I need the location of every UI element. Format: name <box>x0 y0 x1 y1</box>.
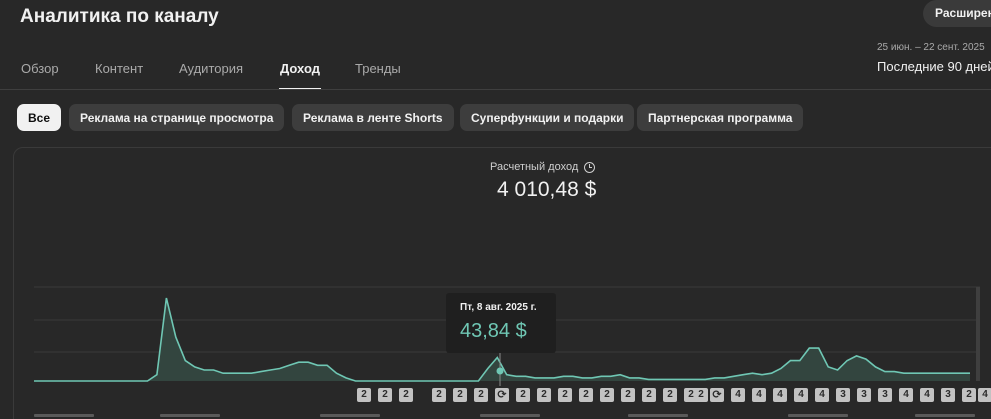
date-range-label: Последние 90 дней <box>877 59 991 74</box>
event-marker[interactable]: 3 <box>836 388 850 402</box>
event-marker[interactable]: 2 <box>621 388 635 402</box>
event-marker[interactable]: 4 <box>899 388 913 402</box>
metric-label-text: Расчетный доход <box>490 161 579 173</box>
event-marker[interactable]: 2 <box>357 388 371 402</box>
chip-all[interactable]: Все <box>17 104 62 131</box>
x-axis-labels-cropped <box>0 414 991 419</box>
chip-affiliate-program[interactable]: Партнерская программа <box>637 104 804 131</box>
event-marker[interactable]: 2 <box>642 388 656 402</box>
tabs-divider <box>0 89 991 90</box>
tab-revenue[interactable]: Доход <box>280 61 320 76</box>
event-marker[interactable]: 4 <box>752 388 766 402</box>
event-marker[interactable]: 2 <box>694 388 708 402</box>
event-marker[interactable]: 2 <box>378 388 392 402</box>
event-marker[interactable]: 2 <box>600 388 614 402</box>
date-range-dates: 25 июн. – 22 сент. 2025 <box>877 42 985 53</box>
tab-content[interactable]: Контент <box>95 61 144 76</box>
tab-overview[interactable]: Обзор <box>21 61 59 76</box>
event-marker[interactable]: 4 <box>920 388 934 402</box>
event-marker[interactable]: 2 <box>579 388 593 402</box>
metric-label: Расчетный доход <box>490 161 596 173</box>
sync-icon[interactable]: ⟳ <box>710 388 724 402</box>
event-marker[interactable]: 2 <box>474 388 488 402</box>
chart-tooltip: Пт, 8 авг. 2025 г. 43,84 $ <box>446 293 556 353</box>
tooltip-date: Пт, 8 авг. 2025 г. <box>460 302 537 313</box>
event-marker[interactable]: 2 <box>516 388 530 402</box>
tooltip-value: 43,84 $ <box>460 320 527 342</box>
event-marker[interactable]: 2 <box>432 388 446 402</box>
event-marker[interactable]: 4 <box>815 388 829 402</box>
clock-icon[interactable] <box>584 161 596 173</box>
metric-value: 4 010,48 $ <box>497 178 597 201</box>
tab-trends[interactable]: Тренды <box>355 61 401 76</box>
page-title: Аналитика по каналу <box>20 6 219 27</box>
event-marker[interactable]: 3 <box>857 388 871 402</box>
event-marker[interactable]: 4 <box>978 388 991 402</box>
revenue-area-fill <box>34 298 970 381</box>
chip-supers-and-gifts[interactable]: Суперфункции и подарки <box>460 104 635 131</box>
chip-shorts-feed-ads[interactable]: Реклама в ленте Shorts <box>292 104 454 131</box>
event-marker[interactable]: 3 <box>878 388 892 402</box>
event-marker[interactable]: 2 <box>537 388 551 402</box>
date-range-selector[interactable]: 25 июн. – 22 сент. 2025 Последние 90 дне… <box>877 42 991 74</box>
event-marker[interactable]: 2 <box>558 388 572 402</box>
event-marker[interactable]: 4 <box>731 388 745 402</box>
chip-watch-page-ads[interactable]: Реклама на странице просмотра <box>69 104 285 131</box>
event-marker[interactable]: 2 <box>399 388 413 402</box>
event-marker[interactable]: 2 <box>663 388 677 402</box>
sync-icon[interactable]: ⟳ <box>495 388 509 402</box>
event-marker[interactable]: 2 <box>453 388 467 402</box>
event-marker[interactable]: 3 <box>941 388 955 402</box>
tab-audience[interactable]: Аудитория <box>179 61 244 76</box>
revenue-line <box>34 297 970 382</box>
event-marker[interactable]: 4 <box>794 388 808 402</box>
event-marker[interactable]: 2 <box>962 388 976 402</box>
event-marker[interactable]: 4 <box>773 388 787 402</box>
hover-point <box>496 367 504 375</box>
advanced-mode-button[interactable]: Расширен <box>923 0 991 27</box>
